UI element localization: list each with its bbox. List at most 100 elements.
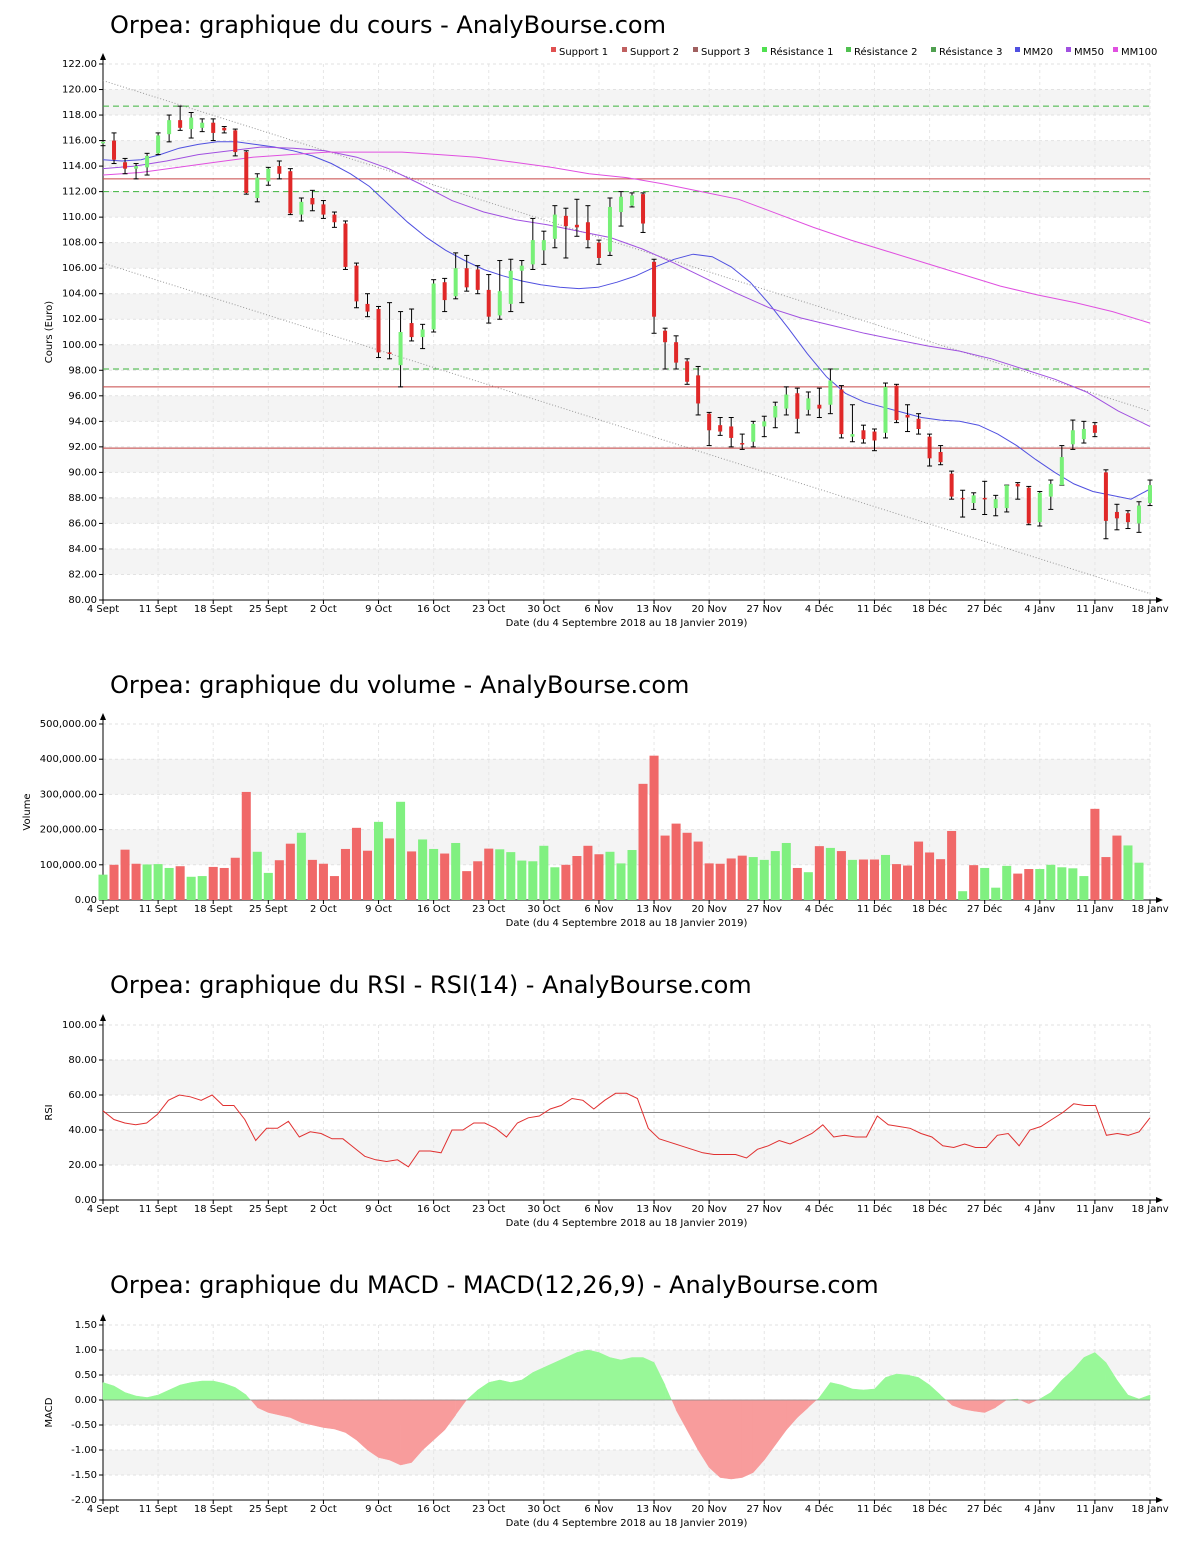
candle-body: [795, 393, 800, 419]
volume-bar: [263, 872, 273, 900]
candle-body: [409, 323, 414, 338]
volume-bar: [693, 841, 703, 900]
candle: [420, 323, 426, 350]
x-axis-label: Date (du 4 Septembre 2018 au 18 Janvier …: [506, 1518, 748, 1529]
macd-area: [719, 1399, 732, 1480]
x-tick-label: 11 Janv: [1076, 1504, 1113, 1515]
panel-3: Orpea: graphique du MACD - MACD(12,26,9)…: [44, 1271, 1169, 1529]
x-tick-label: 11 Janv: [1076, 604, 1113, 615]
series-mm100-line: [102, 151, 1151, 324]
candle-body: [740, 443, 745, 445]
candle-body: [927, 436, 932, 459]
y-tick-label: 60.00: [68, 1090, 97, 1101]
candle: [772, 401, 778, 429]
x-tick-label: 2 Oct: [310, 1504, 337, 1515]
macd-area: [907, 1374, 919, 1401]
candle-body: [563, 215, 568, 227]
candle-body: [464, 268, 469, 288]
candle-body: [200, 122, 205, 128]
candle-body: [420, 329, 425, 338]
macd-area: [246, 1395, 251, 1400]
candle-body: [696, 375, 701, 404]
y-tick-label: -1.50: [71, 1470, 97, 1481]
candle: [618, 191, 624, 227]
candle: [1037, 491, 1043, 527]
macd-area: [973, 1399, 985, 1413]
volume-bar: [836, 851, 846, 900]
y-tick-label: 100.00: [62, 1020, 97, 1031]
candle-body: [299, 201, 304, 215]
x-tick-label: 18 Janv: [1131, 1204, 1168, 1215]
macd-area: [841, 1384, 853, 1401]
candle-body: [541, 240, 546, 251]
x-tick-label: 18 Sept: [194, 1504, 233, 1515]
x-tick-label: 13 Nov: [636, 1504, 672, 1515]
y-tick-label: -0.50: [71, 1420, 97, 1431]
legend-label: Support 3: [701, 47, 750, 58]
macd-area: [1138, 1394, 1151, 1401]
y-axis-arrow: [100, 1014, 106, 1021]
candle: [838, 385, 844, 439]
candle: [210, 118, 216, 142]
y-tick-label: 100.00: [62, 340, 97, 351]
panel-0: Orpea: graphique du cours - AnalyBourse.…: [44, 11, 1169, 629]
candle: [155, 132, 161, 156]
volume-bar: [98, 874, 108, 900]
grid-band: [103, 1450, 1150, 1475]
candle: [563, 207, 569, 259]
volume-bar: [925, 852, 935, 900]
macd-area: [1127, 1394, 1140, 1401]
x-tick-label: 30 Oct: [527, 1204, 560, 1215]
volume-bar: [274, 860, 284, 900]
macd-area: [235, 1387, 247, 1401]
candle: [1048, 479, 1054, 510]
y-axis-label: MACD: [44, 1397, 55, 1427]
x-tick-label: 16 Oct: [417, 1504, 450, 1515]
candle-body: [486, 289, 491, 317]
macd-area: [730, 1399, 743, 1480]
volume-bar: [825, 847, 835, 900]
volume-bar: [1013, 873, 1023, 900]
y-tick-label: 108.00: [62, 238, 97, 249]
candle: [739, 433, 745, 450]
macd-area: [775, 1399, 787, 1446]
x-tick-label: 11 Janv: [1076, 1204, 1113, 1215]
macd-area: [212, 1380, 225, 1401]
candle: [596, 239, 602, 265]
candle-body: [288, 171, 293, 214]
candle-body: [1125, 513, 1130, 523]
macd-area: [686, 1399, 699, 1451]
x-axis-arrow: [1156, 597, 1163, 603]
x-tick-label: 11 Sept: [139, 904, 178, 915]
x-tick-label: 6 Nov: [584, 904, 613, 915]
volume-bar: [914, 841, 924, 900]
candle-body: [971, 495, 976, 504]
candle-body: [222, 127, 227, 131]
candle-body: [376, 309, 381, 353]
candle-body: [607, 206, 612, 252]
legend-swatch: [931, 47, 936, 52]
candle: [651, 258, 657, 334]
volume-bar: [241, 791, 251, 900]
y-tick-label: 100,000.00: [40, 860, 97, 871]
volume-bar: [1002, 865, 1012, 900]
x-tick-label: 20 Nov: [691, 904, 727, 915]
volume-bar: [208, 866, 218, 900]
volume-bar: [374, 821, 384, 900]
candle: [1147, 479, 1153, 507]
macd-area: [124, 1392, 137, 1401]
macd-area: [400, 1399, 412, 1466]
candle-body: [982, 497, 987, 500]
candle: [530, 217, 536, 270]
x-tick-label: 16 Oct: [417, 904, 450, 915]
x-tick-label: 25 Sept: [249, 1504, 288, 1515]
volume-bar: [462, 871, 472, 900]
macd-area: [422, 1399, 434, 1451]
candle-body: [1059, 457, 1064, 486]
candle: [508, 258, 514, 313]
candle: [497, 260, 503, 320]
y-tick-label: 0.00: [75, 895, 97, 906]
candle: [761, 415, 767, 438]
candle-body: [1070, 430, 1075, 445]
volume-bar: [451, 842, 461, 900]
